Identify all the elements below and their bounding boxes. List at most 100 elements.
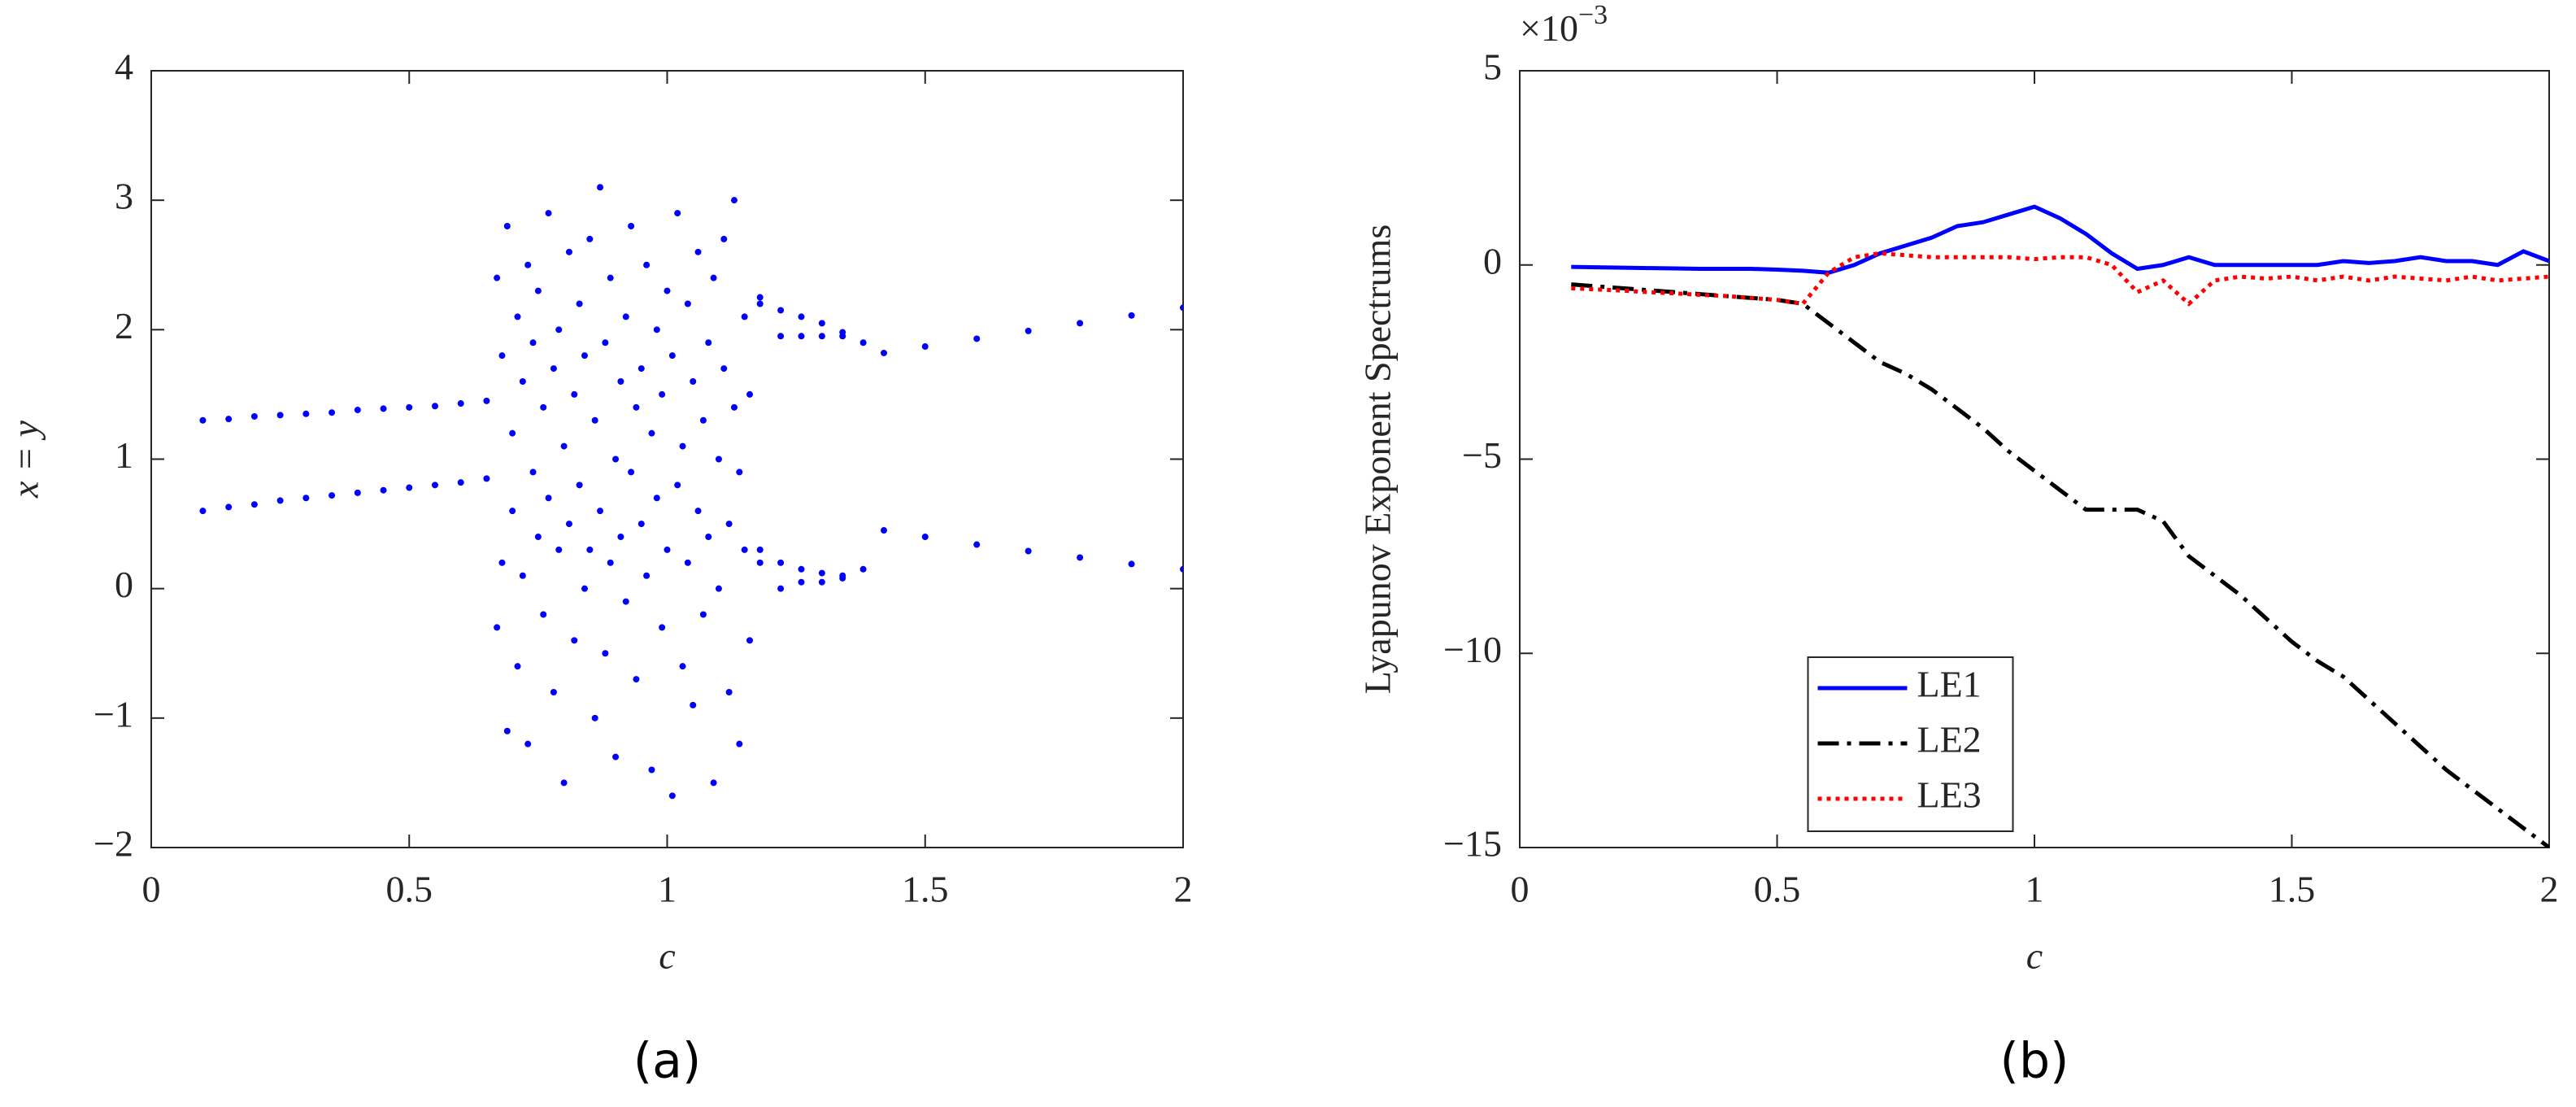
point	[746, 637, 754, 644]
point	[699, 611, 707, 618]
point	[457, 479, 464, 486]
point	[617, 534, 624, 540]
point	[509, 508, 516, 515]
point	[777, 333, 785, 340]
caption: (a)	[633, 1033, 702, 1090]
point	[798, 313, 805, 320]
point	[1128, 312, 1135, 319]
point	[576, 300, 583, 307]
point	[591, 416, 598, 424]
multiplier-base: ×10	[1520, 7, 1578, 49]
point	[406, 403, 413, 411]
legend-label: LE2	[1917, 719, 1981, 761]
y-tick-label: 0	[115, 564, 133, 605]
point	[710, 779, 717, 787]
point	[756, 546, 764, 553]
point	[684, 300, 691, 307]
point	[612, 455, 620, 463]
point	[679, 663, 686, 670]
point	[540, 403, 547, 411]
point	[818, 320, 825, 327]
point	[818, 569, 825, 577]
point	[653, 495, 660, 502]
point	[725, 521, 733, 528]
x-tick-label: 1.5	[2269, 869, 2316, 910]
point	[648, 429, 655, 437]
point	[1128, 560, 1135, 568]
point	[483, 475, 490, 482]
point	[519, 572, 526, 579]
point	[199, 416, 207, 424]
point	[777, 559, 785, 566]
point	[690, 701, 697, 708]
point	[529, 339, 537, 346]
point	[354, 407, 361, 414]
multiplier-exponent: −3	[1578, 0, 1608, 30]
point	[503, 223, 511, 229]
point	[276, 412, 284, 419]
point	[514, 313, 521, 320]
point	[494, 624, 501, 631]
point	[725, 689, 733, 695]
point	[519, 378, 526, 385]
point	[859, 565, 867, 573]
point	[302, 410, 310, 417]
y-tick-label: 3	[115, 176, 133, 217]
x-tick-label: 2	[2540, 869, 2559, 910]
point	[648, 766, 655, 774]
point	[560, 779, 568, 787]
point	[565, 248, 572, 255]
point	[524, 261, 532, 268]
point	[705, 534, 712, 540]
x-tick-label: 2	[1174, 869, 1193, 910]
point	[534, 287, 542, 294]
point	[494, 274, 501, 281]
point	[674, 210, 681, 217]
point	[597, 508, 604, 515]
point	[607, 559, 614, 566]
point	[659, 390, 666, 398]
point	[199, 508, 207, 515]
point	[276, 497, 284, 504]
point	[694, 508, 702, 515]
point	[668, 792, 676, 800]
legend-label: LE3	[1917, 774, 1981, 816]
point	[380, 405, 387, 412]
point	[859, 339, 867, 346]
legend-label: LE1	[1917, 664, 1981, 705]
point	[524, 740, 532, 747]
point	[503, 727, 511, 734]
point	[741, 313, 748, 320]
point	[534, 534, 542, 540]
point	[710, 274, 717, 281]
point	[571, 390, 578, 398]
point	[880, 349, 887, 356]
y-tick-label: 2	[115, 305, 133, 346]
point	[659, 624, 666, 631]
point	[431, 482, 438, 489]
point	[431, 403, 438, 410]
point	[225, 416, 233, 423]
point	[302, 495, 310, 502]
point	[498, 352, 506, 360]
point	[380, 486, 387, 494]
point	[591, 714, 598, 721]
caption: (b)	[2000, 1033, 2069, 1090]
y-tick-label: 4	[115, 46, 133, 88]
y-axis-label: Lyapunov Exponent Spectrums	[1357, 224, 1399, 694]
point	[633, 403, 640, 411]
point	[602, 650, 609, 657]
point	[622, 313, 629, 320]
point	[581, 585, 588, 592]
point	[1180, 304, 1183, 312]
x-tick-label: 1	[658, 869, 677, 910]
point	[699, 416, 707, 424]
point	[354, 489, 361, 496]
point	[1025, 327, 1032, 334]
point	[777, 307, 785, 314]
point	[329, 409, 336, 416]
point	[581, 352, 588, 360]
point	[602, 339, 609, 346]
point	[607, 274, 614, 281]
